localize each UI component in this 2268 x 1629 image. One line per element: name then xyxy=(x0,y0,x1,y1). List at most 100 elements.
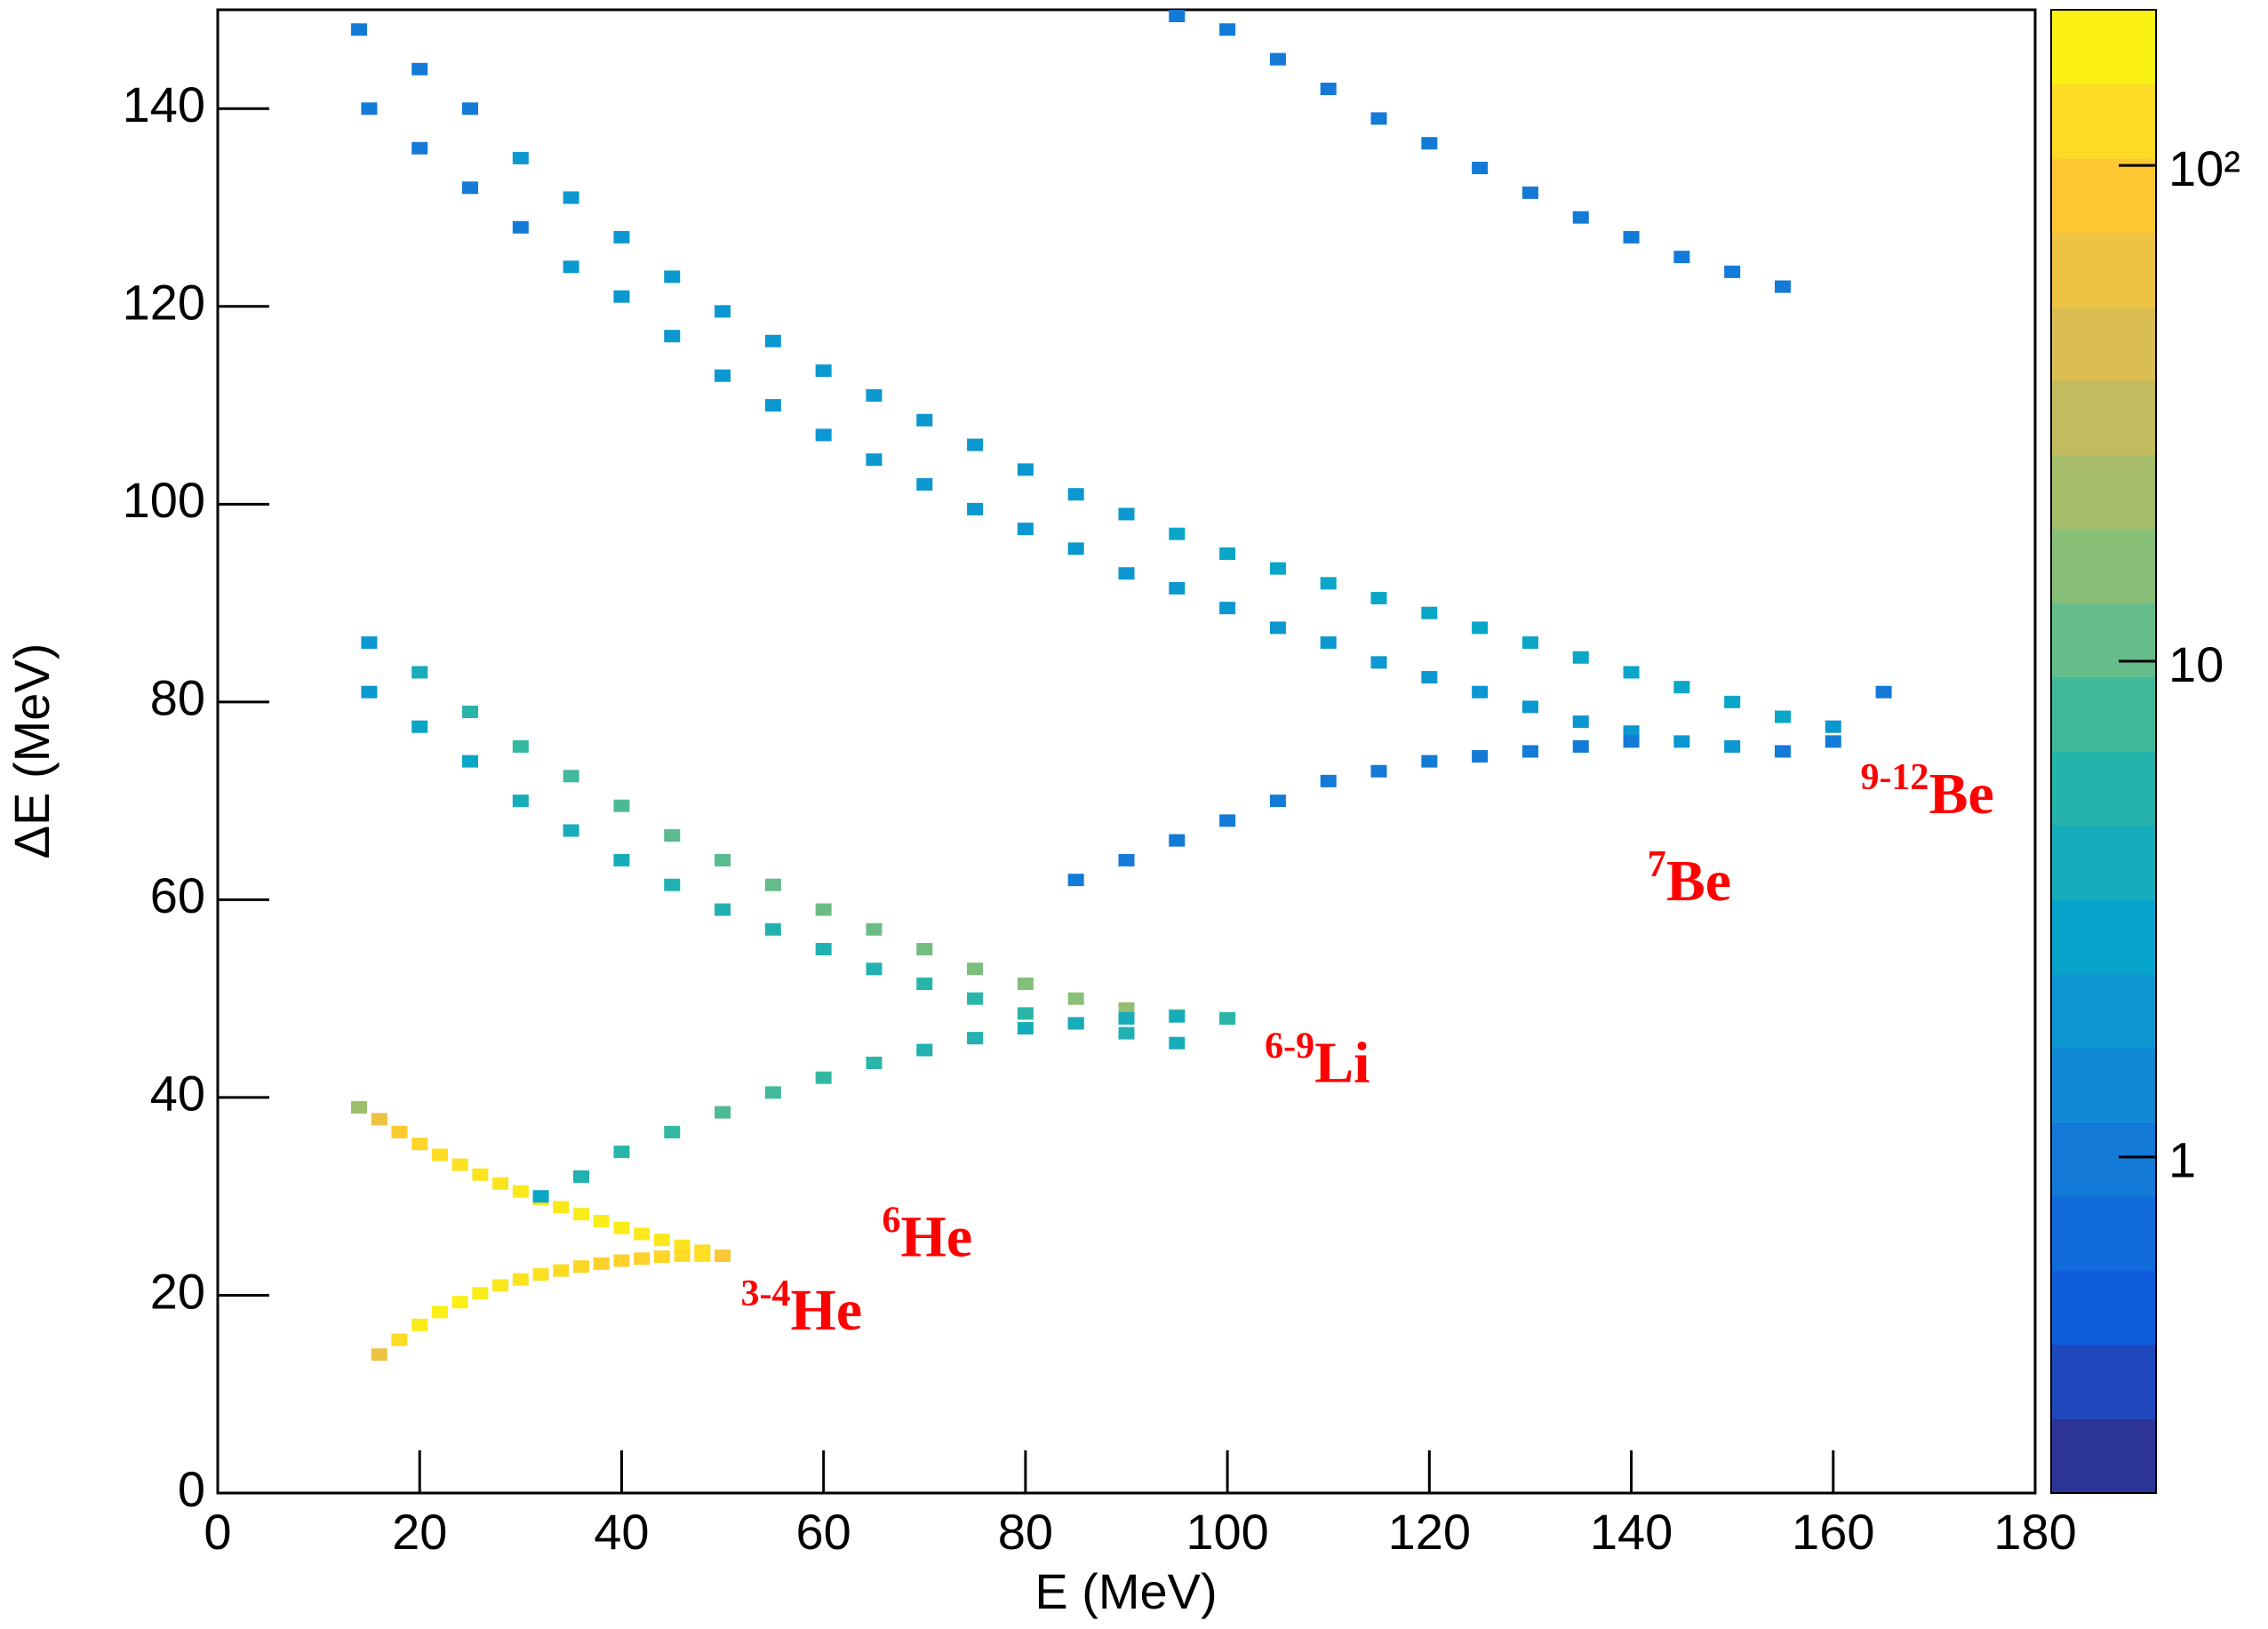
bin xyxy=(1320,774,1337,787)
bin xyxy=(1370,112,1387,125)
bin xyxy=(715,903,731,916)
bin xyxy=(371,1348,387,1361)
annotation: 6He xyxy=(882,1200,973,1270)
bin xyxy=(451,1158,468,1171)
bin xyxy=(1421,137,1438,150)
bin xyxy=(715,305,731,318)
y-tick-label: 0 xyxy=(178,1461,205,1517)
bin xyxy=(715,1106,731,1119)
bin xyxy=(1370,592,1387,605)
bin xyxy=(1421,606,1438,619)
bin xyxy=(1421,671,1438,684)
bin xyxy=(1774,710,1791,723)
annotation-superscript: 7 xyxy=(1648,844,1666,885)
bin xyxy=(1623,230,1640,244)
bin xyxy=(1219,547,1236,560)
bin xyxy=(1118,1026,1135,1040)
bin xyxy=(715,369,731,382)
x-tick-label: 120 xyxy=(1388,1504,1471,1560)
bin xyxy=(1521,745,1538,758)
bin xyxy=(1017,1007,1034,1020)
bin xyxy=(1320,636,1337,650)
bin xyxy=(563,770,579,783)
bin xyxy=(815,428,832,442)
bin xyxy=(715,853,731,866)
annotation-superscript: 9-12 xyxy=(1860,757,1929,798)
bin xyxy=(532,1190,549,1203)
bin xyxy=(664,829,681,842)
bin xyxy=(1219,602,1236,615)
bin xyxy=(815,1071,832,1084)
bin xyxy=(1269,621,1286,635)
bin xyxy=(613,1146,630,1159)
bin xyxy=(1017,1022,1034,1035)
bin xyxy=(1169,1036,1186,1050)
bin xyxy=(431,1306,448,1319)
bin xyxy=(1118,567,1135,580)
bin xyxy=(1472,162,1489,175)
bin xyxy=(512,1273,529,1286)
colorbar-step xyxy=(2051,10,2156,84)
annotation: 7Be xyxy=(1648,844,1731,914)
bin xyxy=(512,1185,529,1198)
colorbar-tick-label: 1 xyxy=(2168,1132,2196,1188)
bin xyxy=(1269,795,1286,808)
bin xyxy=(613,230,630,244)
annotation: 6-9Li xyxy=(1265,1026,1370,1096)
y-tick-label: 120 xyxy=(123,275,205,331)
bin xyxy=(573,1208,589,1221)
bin xyxy=(431,1148,448,1162)
bin xyxy=(764,1086,781,1099)
bin xyxy=(967,1032,984,1045)
annotation-text: Li xyxy=(1314,1031,1370,1096)
bin xyxy=(462,755,479,768)
colorbar-step xyxy=(2051,84,2156,159)
bin xyxy=(916,1043,933,1057)
bin xyxy=(472,1168,489,1181)
bin xyxy=(1067,874,1084,887)
bin xyxy=(1017,463,1034,476)
x-tick-label: 80 xyxy=(998,1504,1053,1560)
colorbar-step xyxy=(2051,380,2156,456)
bin xyxy=(1572,211,1589,224)
bin xyxy=(1320,577,1337,590)
bin xyxy=(1169,10,1186,22)
bin xyxy=(1017,523,1034,536)
bin xyxy=(1067,992,1084,1005)
bin xyxy=(371,1113,387,1126)
bin xyxy=(351,1101,368,1114)
bin xyxy=(1521,700,1538,714)
bin xyxy=(1521,186,1538,199)
bin xyxy=(1673,735,1690,748)
colorbar-step xyxy=(2051,825,2156,900)
bin xyxy=(411,720,428,733)
bin xyxy=(573,1170,589,1183)
bin xyxy=(815,364,832,378)
bin xyxy=(1875,685,1892,699)
bin xyxy=(967,992,984,1005)
x-axis-title: E (MeV) xyxy=(1034,1563,1217,1619)
bin xyxy=(613,1221,630,1234)
bin xyxy=(1017,977,1034,990)
bin xyxy=(451,1296,468,1309)
x-tick-label: 20 xyxy=(392,1504,447,1560)
bin xyxy=(1572,651,1589,664)
bin xyxy=(593,1257,610,1270)
bin xyxy=(593,1215,610,1228)
bin xyxy=(1269,52,1286,66)
bin xyxy=(1774,280,1791,293)
y-tick-label: 80 xyxy=(150,670,205,726)
bin xyxy=(916,478,933,491)
annotation-superscript: 3-4 xyxy=(741,1273,791,1314)
bin xyxy=(361,102,378,116)
y-tick-label: 40 xyxy=(150,1066,205,1122)
bin xyxy=(411,141,428,155)
bin xyxy=(1320,83,1337,96)
bin xyxy=(1067,488,1084,501)
bin xyxy=(462,181,479,195)
bin xyxy=(391,1125,408,1138)
colorbar-tick-label: 10 xyxy=(2168,636,2224,692)
bin xyxy=(1521,636,1538,650)
bin xyxy=(573,1260,589,1274)
y-tick-label: 140 xyxy=(123,76,205,132)
